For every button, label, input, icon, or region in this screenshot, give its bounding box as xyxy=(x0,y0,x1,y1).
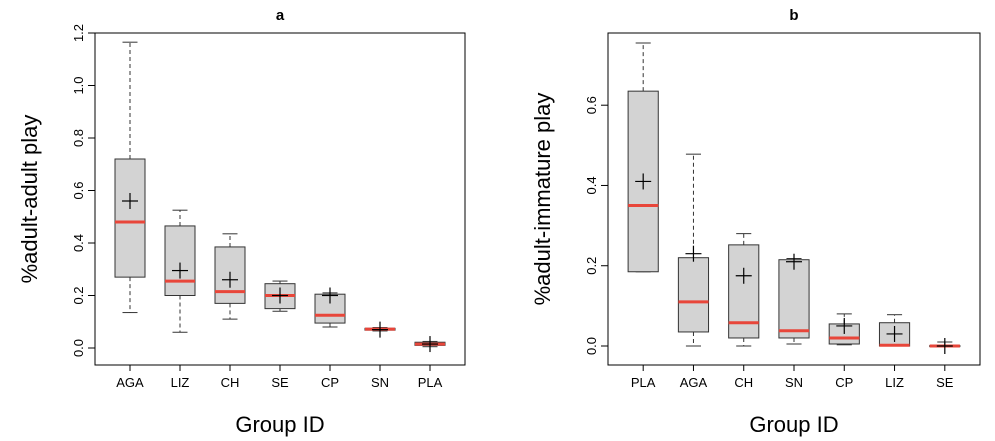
box-aga xyxy=(677,153,710,347)
x-tick-label: SE xyxy=(271,375,289,390)
box-aga xyxy=(114,41,146,314)
x-tick-label: AGA xyxy=(116,375,144,390)
box-cp xyxy=(828,313,860,346)
y-tick-label: 0.0 xyxy=(584,337,599,355)
box-iqr xyxy=(164,225,196,296)
box-liz xyxy=(878,314,911,347)
box-iqr xyxy=(114,158,146,278)
y-tick-label: 0.2 xyxy=(584,257,599,275)
y-axis-label: %adult-adult play xyxy=(17,115,42,284)
box-sn xyxy=(778,253,810,345)
panel-b: b 0.0 0.2 0.4 0.6 %adult-immature play Group I… xyxy=(530,7,981,437)
panel-a: a 0.0 0.2 0.4 0.6 0.8 1.0 1.2 %adult-adult play G… xyxy=(17,7,466,437)
y-tick-label: 0.2 xyxy=(71,286,86,304)
box-pla xyxy=(627,42,659,273)
y-tick-label: 0.0 xyxy=(71,339,86,357)
box-iqr xyxy=(677,257,710,333)
box-ch xyxy=(214,233,246,320)
box-sn xyxy=(364,321,396,338)
box-se xyxy=(929,338,961,354)
box-pla xyxy=(414,336,446,353)
box-se xyxy=(264,280,296,312)
x-tick-label: SN xyxy=(371,375,389,390)
x-tick-label: CP xyxy=(321,375,339,390)
y-tick-label: 0.6 xyxy=(71,181,86,199)
x-tick-label: CP xyxy=(835,375,853,390)
box-ch xyxy=(728,233,760,347)
box-cp xyxy=(314,287,346,328)
y-axis-label: %adult-immature play xyxy=(530,93,555,306)
box-iqr xyxy=(778,259,810,339)
x-tick-label: CH xyxy=(221,375,240,390)
box-iqr xyxy=(314,293,346,324)
panel-title: a xyxy=(276,7,285,24)
x-tick-label: SE xyxy=(936,375,954,390)
plot-frame xyxy=(94,32,466,366)
x-tick-label: AGA xyxy=(680,375,708,390)
y-tick-label: 0.6 xyxy=(584,96,599,114)
x-axis-label: Group ID xyxy=(235,412,324,437)
x-tick-label: PLA xyxy=(631,375,656,390)
y-tick-label: 1.2 xyxy=(71,24,86,42)
x-tick-label: SN xyxy=(785,375,803,390)
x-tick-label: PLA xyxy=(418,375,443,390)
x-tick-label: LIZ xyxy=(171,375,190,390)
x-tick-label: LIZ xyxy=(885,375,904,390)
y-tick-label: 0.8 xyxy=(71,129,86,147)
y-tick-label: 1.0 xyxy=(71,76,86,94)
panel-title: b xyxy=(789,7,798,24)
box-liz xyxy=(164,209,196,333)
y-tick-label: 0.4 xyxy=(71,234,86,252)
x-tick-label: CH xyxy=(734,375,753,390)
y-tick-label: 0.4 xyxy=(584,176,599,194)
x-axis-label: Group ID xyxy=(749,412,838,437)
